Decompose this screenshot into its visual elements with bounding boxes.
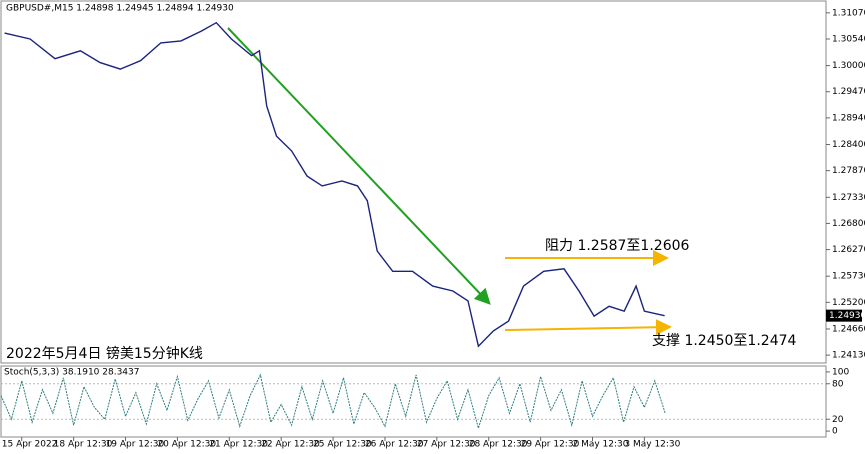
y-tick-label: 1.29470 bbox=[832, 87, 865, 97]
x-tick-label: 21 Apr 12:30 bbox=[209, 440, 268, 450]
trend-line bbox=[227, 27, 491, 305]
current-price-box bbox=[826, 309, 862, 322]
price-pane bbox=[0, 0, 827, 364]
y-tick-label: 1.24660 bbox=[832, 324, 865, 334]
current-price-label: 1.24930 bbox=[829, 311, 865, 321]
y-tick-label: 100 bbox=[832, 367, 849, 377]
x-tick-label: 3 May 12:30 bbox=[624, 440, 680, 450]
support-arrow bbox=[504, 319, 672, 336]
x-tick-label: 29 Apr 12:30 bbox=[521, 440, 580, 450]
y-tick-label: 1.30540 bbox=[832, 34, 865, 44]
y-tick-label: 1.27870 bbox=[832, 166, 865, 176]
y-tick-label: 1.25730 bbox=[832, 272, 865, 282]
y-tick-label: 1.30000 bbox=[832, 61, 865, 71]
resistance-label: 阻力 1.2587至1.2606 bbox=[545, 238, 690, 254]
stoch-label: Stoch(5,3,3) 38.1910 28.3437 bbox=[4, 368, 139, 378]
x-tick-label: 20 Apr 12:30 bbox=[157, 440, 216, 450]
y-tick-label: 1.25200 bbox=[832, 298, 865, 308]
x-tick-label: 19 Apr 12:30 bbox=[106, 440, 165, 450]
y-tick-label: 1.28400 bbox=[832, 140, 865, 150]
y-tick-label: 1.26270 bbox=[832, 245, 865, 255]
x-tick-label: 28 Apr 12:30 bbox=[469, 440, 528, 450]
y-tick-label: 1.31070 bbox=[832, 8, 865, 18]
y-tick-label: 1.27330 bbox=[832, 193, 865, 203]
y-tick-label: 1.26800 bbox=[832, 219, 865, 229]
x-tick-label: 18 Apr 12:30 bbox=[54, 440, 113, 450]
series-line bbox=[4, 21, 665, 348]
series-line bbox=[0, 373, 666, 430]
y-tick-label: 80 bbox=[832, 379, 844, 389]
x-tick-label: 25 Apr 12:30 bbox=[313, 440, 372, 450]
y-tick-label: 1.24130 bbox=[832, 351, 865, 361]
support-label: 支撑 1.2450至1.2474 bbox=[652, 333, 797, 349]
x-tick-label: 22 Apr 12:30 bbox=[261, 440, 320, 450]
x-tick-label: 2 May 12:30 bbox=[573, 440, 629, 450]
y-tick-label: 0 bbox=[832, 427, 838, 437]
y-tick-label: 20 bbox=[832, 415, 844, 425]
x-tick-label: 15 Apr 2022 bbox=[2, 440, 58, 450]
x-tick-label: 27 Apr 12:30 bbox=[417, 440, 476, 450]
symbol-header: GBPUSD#,M15 1.24898 1.24945 1.24894 1.24… bbox=[6, 4, 234, 14]
chart-caption: 2022年5月4日 镑美15分钟K线 bbox=[6, 345, 203, 362]
y-tick-label: 1.28940 bbox=[832, 113, 865, 123]
stoch-pane bbox=[0, 365, 827, 438]
x-tick-label: 26 Apr 12:30 bbox=[365, 440, 424, 450]
